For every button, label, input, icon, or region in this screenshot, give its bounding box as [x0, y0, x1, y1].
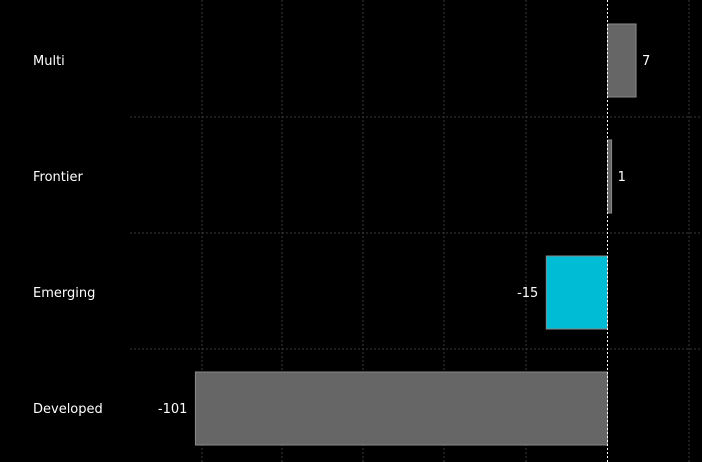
value-label: -101 — [158, 402, 188, 417]
bars — [194, 23, 637, 446]
labels: Multi 7 Frontier 1 Emerging -15 Developed -101 — [33, 54, 650, 417]
category-label: Emerging — [33, 286, 95, 301]
bar-multi — [607, 23, 637, 98]
value-label: -15 — [517, 286, 538, 301]
value-label: 1 — [618, 170, 626, 185]
bar-emerging — [545, 255, 608, 330]
category-label: Frontier — [33, 170, 83, 185]
bar-frontier — [607, 139, 613, 214]
value-label: 7 — [642, 54, 650, 69]
category-label: Multi — [33, 54, 65, 69]
bar-developed — [194, 371, 608, 446]
category-label: Developed — [33, 402, 103, 417]
